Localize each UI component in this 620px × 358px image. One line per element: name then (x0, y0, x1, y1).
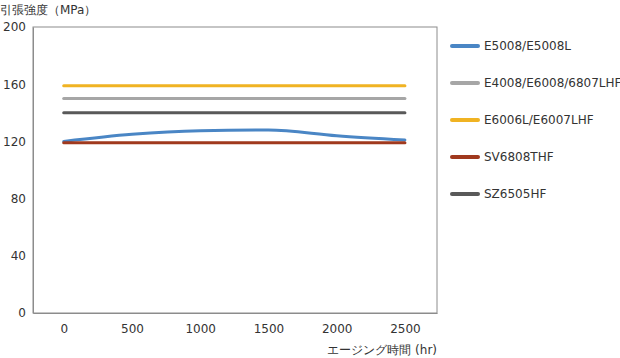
legend-swatch (452, 44, 478, 48)
series-line (64, 141, 405, 144)
x-axis-title: エージング時間 (hr) (327, 343, 437, 357)
x-tick: 0 (60, 313, 68, 336)
series-line (64, 97, 405, 100)
legend-label: SV6808THF (484, 150, 554, 164)
series-line (64, 130, 405, 141)
x-tick-label: 500 (121, 322, 144, 336)
x-tick: 500 (121, 313, 144, 336)
x-axis-line (34, 313, 438, 314)
x-axis: 0 500 1000 1500 2000 2500 (34, 313, 438, 336)
y-axis-title: 引張強度（MPa） (0, 3, 96, 17)
y-axis-line (33, 28, 34, 314)
legend-swatch (452, 155, 478, 159)
y-tick-label: 0 (18, 306, 26, 320)
x-tick-label: 0 (60, 322, 68, 336)
y-tick-label: 200 (3, 20, 26, 34)
plot-frame (33, 27, 437, 313)
x-tick: 2000 (322, 313, 353, 336)
chart: 0408012016020005001000150020002500引張強度（M… (0, 0, 620, 358)
x-tick-label: 1500 (254, 322, 285, 336)
y-axis: 0 40 80 120 160 200 (3, 20, 33, 320)
legend-label: E6006L/E6007LHF (484, 113, 594, 127)
x-tick-label: 1000 (185, 322, 216, 336)
series-line (64, 111, 405, 114)
y-tick-label: 40 (11, 249, 26, 263)
y-tick: 0 (18, 306, 33, 320)
y-tick-label: 160 (3, 78, 26, 92)
x-tick: 1000 (185, 313, 216, 336)
x-tick: 1500 (254, 313, 285, 336)
y-tick: 40 (11, 249, 33, 263)
lines (64, 86, 405, 143)
y-tick-label: 120 (3, 135, 26, 149)
legend-label: E5008/E5008L (484, 39, 571, 53)
y-tick-label: 80 (11, 192, 26, 206)
y-tick: 120 (3, 135, 33, 149)
legend-swatch (452, 192, 478, 196)
legend: E5008/E5008L E4008/E6008/6807LHF E6006L/E6… (452, 39, 620, 201)
x-tick-label: 2500 (390, 322, 421, 336)
x-tick-label: 2000 (322, 322, 353, 336)
x-tick: 2500 (390, 313, 421, 336)
series-line (64, 84, 405, 87)
y-tick: 80 (11, 192, 33, 206)
legend-swatch (452, 81, 478, 85)
legend-swatch (452, 118, 478, 122)
y-tick: 200 (3, 20, 33, 34)
legend-label: SZ6505HF (484, 187, 546, 201)
legend-label: E4008/E6008/6807LHF (484, 76, 620, 90)
y-tick: 160 (3, 78, 33, 92)
